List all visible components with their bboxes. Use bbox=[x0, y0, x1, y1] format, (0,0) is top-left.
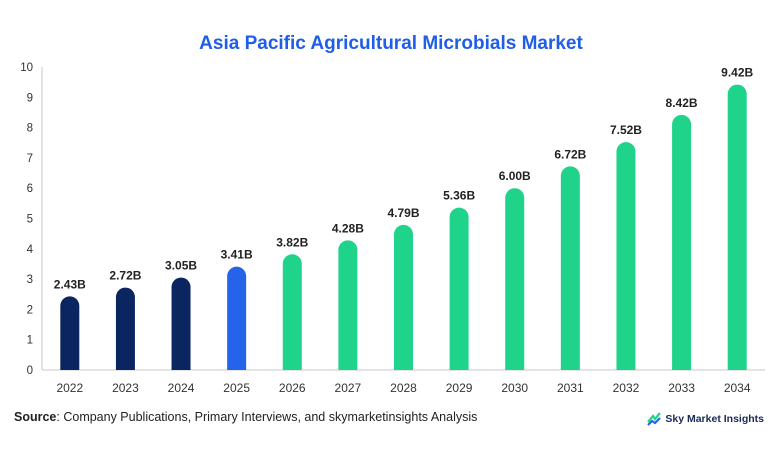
chart-title: Asia Pacific Agricultural Microbials Mar… bbox=[199, 33, 583, 54]
data-label: 6.72B bbox=[554, 147, 586, 161]
x-tick-label: 2028 bbox=[390, 381, 417, 395]
bar bbox=[338, 240, 358, 370]
bar bbox=[282, 254, 302, 370]
bar bbox=[227, 266, 247, 370]
x-tick-label: 2029 bbox=[446, 381, 473, 395]
data-label: 2.43B bbox=[54, 277, 86, 291]
x-tick-label: 2022 bbox=[56, 381, 83, 395]
sky-market-insights-logo-icon bbox=[647, 412, 662, 426]
x-tick-label: 2026 bbox=[279, 381, 306, 395]
y-tick-label: 1 bbox=[27, 335, 33, 347]
data-label: 9.42B bbox=[721, 66, 753, 80]
data-label: 7.52B bbox=[610, 123, 642, 137]
source-text: : Company Publications, Primary Intervie… bbox=[56, 410, 478, 424]
data-label: 3.05B bbox=[165, 259, 197, 273]
y-tick-label: 6 bbox=[27, 183, 33, 195]
y-tick-label: 4 bbox=[27, 244, 34, 256]
bar bbox=[60, 296, 80, 370]
x-tick-label: 2024 bbox=[168, 381, 195, 395]
bar bbox=[672, 114, 692, 371]
x-tick-label: 2031 bbox=[557, 381, 584, 395]
brand-logo: Sky Market Insights bbox=[647, 412, 764, 426]
bar bbox=[394, 224, 414, 370]
y-tick-label: 7 bbox=[27, 153, 33, 165]
y-tick-label: 3 bbox=[27, 274, 33, 286]
bar bbox=[616, 142, 636, 370]
x-tick-label: 2034 bbox=[724, 381, 751, 395]
x-tick-label: 2025 bbox=[223, 381, 250, 395]
source-label: Source bbox=[14, 410, 57, 424]
data-label: 4.79B bbox=[387, 206, 419, 220]
data-label: 8.42B bbox=[666, 96, 698, 110]
data-label: 4.28B bbox=[332, 221, 364, 235]
y-tick-label: 9 bbox=[27, 92, 33, 104]
source-note: Source: Company Publications, Primary In… bbox=[14, 410, 477, 424]
brand-name: Sky Market Insights bbox=[665, 413, 764, 425]
y-tick-label: 2 bbox=[27, 304, 33, 316]
y-tick-label: 8 bbox=[27, 123, 33, 135]
data-label: 2.72B bbox=[109, 269, 141, 283]
data-label: 3.41B bbox=[221, 248, 253, 262]
x-tick-label: 2030 bbox=[501, 381, 528, 395]
y-tick-label: 5 bbox=[27, 214, 33, 226]
x-tick-label: 2023 bbox=[112, 381, 139, 395]
x-tick-label: 2027 bbox=[335, 381, 362, 395]
x-tick-label: 2033 bbox=[668, 381, 695, 395]
bar bbox=[171, 277, 191, 370]
bar bbox=[115, 287, 135, 370]
data-label: 5.36B bbox=[443, 189, 475, 203]
y-tick-label: 10 bbox=[20, 62, 33, 74]
bar bbox=[560, 166, 580, 370]
y-tick-label: 0 bbox=[27, 365, 33, 377]
data-label: 3.82B bbox=[276, 235, 308, 249]
x-tick-label: 2032 bbox=[613, 381, 640, 395]
data-label: 6.00B bbox=[499, 169, 531, 183]
bar bbox=[449, 207, 469, 370]
bar bbox=[505, 188, 525, 370]
bar bbox=[727, 84, 747, 370]
